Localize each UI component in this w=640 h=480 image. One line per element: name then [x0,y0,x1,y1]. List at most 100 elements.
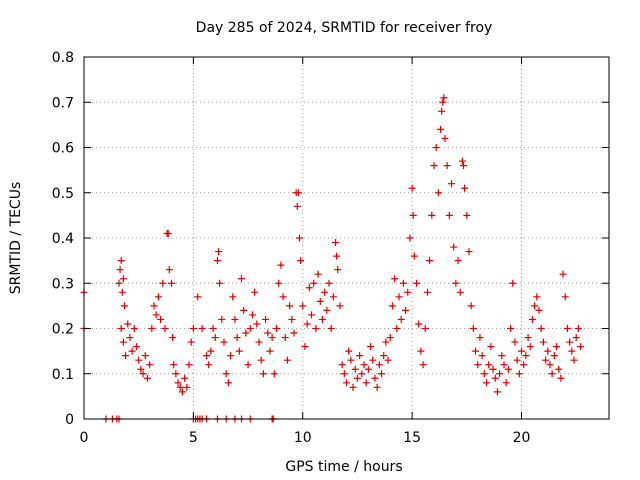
data-point [122,352,130,360]
data-point [430,162,438,170]
data-point [325,279,333,287]
data-point [382,338,390,346]
data-point [314,270,322,278]
data-point [531,302,539,310]
data-point [524,334,532,342]
data-point [119,338,127,346]
data-point [413,279,420,287]
data-point [340,370,348,378]
data-point [489,365,497,373]
x-tick-label: 10 [294,430,312,446]
data-point [178,388,186,396]
data-point [428,211,436,219]
data-point [568,347,576,355]
y-tick-label: 0.7 [52,95,74,111]
data-point [343,379,350,387]
data-point [130,325,138,332]
data-point [146,361,154,369]
data-point [174,379,182,387]
data-point [542,356,550,364]
data-point [242,329,250,337]
data-point [402,306,410,314]
data-point [476,334,484,342]
data-point [469,325,477,332]
data-point [118,288,126,296]
data-point [224,379,232,387]
data-point [238,275,245,283]
x-tick-label: 5 [189,430,198,446]
data-point [539,338,547,346]
x-tick-label: 15 [403,430,421,446]
data-point [570,356,578,364]
data-point [137,365,145,373]
data-point [116,266,124,274]
data-point [299,302,307,310]
data-point [438,107,446,115]
data-point [345,347,353,355]
data-point [301,343,309,351]
data-point [168,279,175,287]
data-point [120,302,128,310]
data-point [415,320,423,328]
data-point [577,343,585,351]
data-point [203,352,210,360]
data-point [290,329,298,337]
data-point [246,325,254,332]
data-point [244,361,252,369]
data-point [262,315,270,323]
data-point [259,370,267,378]
data-point [349,383,357,391]
data-point [386,334,394,342]
data-point [559,270,567,278]
data-point [181,374,189,382]
data-point [553,343,560,351]
data-point [561,293,569,301]
data-point [209,325,217,332]
data-point [465,248,473,256]
y-tick-label: 0.6 [52,141,74,157]
data-point [434,189,442,197]
data-point [253,320,261,328]
data-point [502,379,510,387]
data-point [371,374,379,382]
data-point [360,361,368,369]
data-point [421,325,429,332]
data-point [397,315,405,323]
data-point [393,325,401,332]
data-point [119,275,127,283]
data-point [504,365,512,373]
data-point [334,266,342,274]
data-point [461,184,469,192]
data-point [391,275,399,283]
data-point [500,361,508,369]
data-point [557,374,565,382]
data-point [277,261,285,269]
data-point [327,325,335,332]
chart-title: Day 285 of 2024, SRMTID for receiver fro… [196,20,493,36]
data-point [338,361,346,369]
data-point [157,315,165,323]
data-point [478,352,486,360]
data-point [483,379,490,387]
data-point [409,211,417,219]
data-point [235,347,243,355]
data-point [480,370,488,378]
data-point [417,347,425,355]
data-point [423,288,431,296]
data-point [358,370,366,378]
data-point [443,162,451,170]
data-point [362,379,370,387]
grid-lines [84,57,609,419]
data-point [336,302,344,310]
data-point [456,288,464,296]
data-point [388,302,396,310]
data-point [251,288,259,296]
data-point [496,370,504,378]
data-point [148,325,156,332]
data-point [293,202,301,210]
data-point [279,293,287,301]
data-point [399,279,407,287]
data-point [126,334,134,342]
data-point [227,352,235,360]
